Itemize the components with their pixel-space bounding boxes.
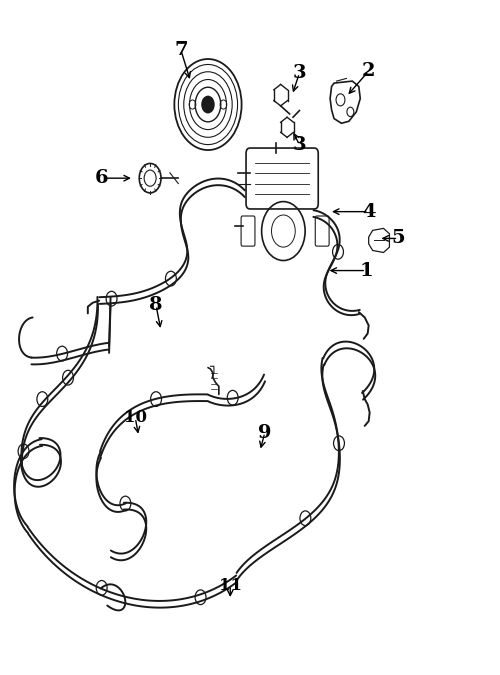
Text: 4: 4: [362, 202, 376, 221]
Text: 10: 10: [124, 409, 147, 427]
Text: 1: 1: [360, 261, 373, 279]
Text: 7: 7: [174, 40, 188, 59]
Text: 8: 8: [150, 296, 163, 315]
Text: 6: 6: [95, 169, 108, 187]
Text: 3: 3: [292, 136, 306, 154]
Text: 3: 3: [292, 64, 306, 82]
Circle shape: [202, 97, 214, 113]
Text: 11: 11: [218, 576, 242, 594]
Text: 9: 9: [258, 423, 272, 441]
Text: 5: 5: [392, 230, 405, 248]
Text: 2: 2: [362, 62, 376, 80]
